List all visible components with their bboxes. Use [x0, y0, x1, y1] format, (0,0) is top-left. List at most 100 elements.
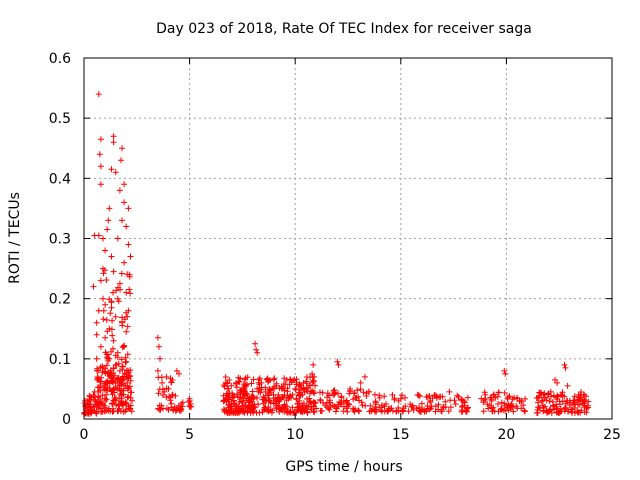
- y-tick-label: 0.2: [49, 292, 71, 308]
- data-point: [238, 398, 245, 405]
- data-point: [239, 399, 246, 406]
- data-point: [300, 379, 307, 386]
- data-point: [123, 358, 130, 365]
- data-point: [540, 407, 547, 414]
- data-point: [240, 407, 247, 413]
- data-point: [296, 383, 302, 390]
- data-point: [580, 400, 587, 407]
- data-point: [413, 405, 420, 412]
- data-point: [95, 91, 102, 98]
- data-point: [95, 307, 102, 314]
- data-point: [335, 390, 342, 397]
- data-point: [110, 289, 116, 296]
- data-point: [336, 399, 343, 405]
- data-point: [127, 394, 134, 401]
- data-point: [222, 374, 229, 380]
- data-point: [100, 316, 107, 323]
- data-point: [363, 393, 370, 399]
- data-point: [106, 205, 113, 212]
- data-point: [244, 374, 251, 381]
- data-point: [93, 331, 100, 338]
- data-point: [252, 340, 259, 347]
- y-tick-label: 0.6: [49, 51, 71, 67]
- y-tick-label: 0.4: [49, 171, 71, 187]
- data-point: [547, 388, 554, 395]
- data-point: [395, 404, 402, 411]
- data-point: [340, 408, 347, 415]
- data-point: [124, 351, 131, 358]
- data-point: [554, 393, 561, 400]
- data-point: [522, 408, 528, 415]
- data-point: [95, 367, 102, 374]
- data-point: [112, 313, 119, 320]
- data-point: [534, 409, 541, 416]
- data-point: [350, 405, 356, 412]
- data-point: [488, 397, 495, 404]
- data-point: [249, 388, 256, 395]
- data-point: [299, 405, 306, 411]
- data-point: [116, 395, 122, 402]
- data-point: [507, 404, 514, 410]
- data-point: [571, 393, 578, 400]
- data-point: [161, 388, 168, 395]
- data-point: [155, 390, 162, 397]
- data-point: [270, 376, 277, 383]
- data-point: [100, 364, 106, 371]
- data-point: [155, 374, 162, 381]
- data-point: [156, 386, 163, 393]
- data-point: [112, 169, 119, 176]
- data-point: [518, 397, 525, 404]
- data-point: [121, 382, 128, 389]
- data-point: [550, 402, 556, 409]
- data-point: [304, 409, 311, 416]
- data-point: [225, 385, 232, 392]
- data-point: [287, 376, 294, 383]
- data-point: [106, 355, 113, 362]
- data-point: [108, 298, 115, 305]
- data-point: [276, 397, 283, 404]
- data-point: [265, 407, 272, 414]
- data-point: [571, 405, 578, 411]
- data-point: [114, 376, 120, 383]
- data-point: [98, 405, 104, 412]
- data-point: [263, 376, 270, 383]
- data-point: [581, 409, 588, 416]
- data-point: [114, 382, 121, 389]
- data-point: [432, 408, 439, 415]
- data-point: [502, 370, 509, 377]
- data-point: [310, 399, 317, 406]
- data-point: [366, 388, 373, 395]
- data-point: [109, 400, 116, 407]
- data-point: [123, 223, 130, 230]
- data-point: [258, 379, 265, 386]
- data-point: [368, 407, 375, 414]
- data-point: [308, 406, 314, 413]
- data-point: [156, 406, 163, 413]
- data-point: [115, 407, 122, 414]
- data-point: [454, 392, 461, 399]
- data-point: [292, 386, 299, 393]
- data-point: [564, 382, 571, 389]
- x-tick-label: 5: [185, 427, 194, 443]
- data-point: [535, 404, 542, 410]
- data-point: [110, 133, 117, 140]
- data-point: [514, 394, 520, 401]
- data-point: [484, 401, 491, 408]
- data-point: [154, 367, 161, 374]
- data-point: [538, 398, 545, 405]
- data-point: [310, 378, 317, 385]
- data-point: [304, 404, 311, 410]
- data-point: [99, 392, 106, 399]
- data-point: [510, 408, 517, 415]
- data-point: [293, 396, 300, 403]
- data-point: [280, 381, 287, 387]
- data-point: [116, 187, 123, 194]
- data-point: [271, 385, 278, 392]
- data-point: [414, 391, 421, 398]
- data-point: [463, 407, 470, 413]
- data-point: [451, 397, 458, 404]
- data-point: [391, 395, 398, 402]
- data-point: [108, 253, 115, 260]
- data-point: [94, 403, 101, 410]
- data-point: [565, 408, 572, 415]
